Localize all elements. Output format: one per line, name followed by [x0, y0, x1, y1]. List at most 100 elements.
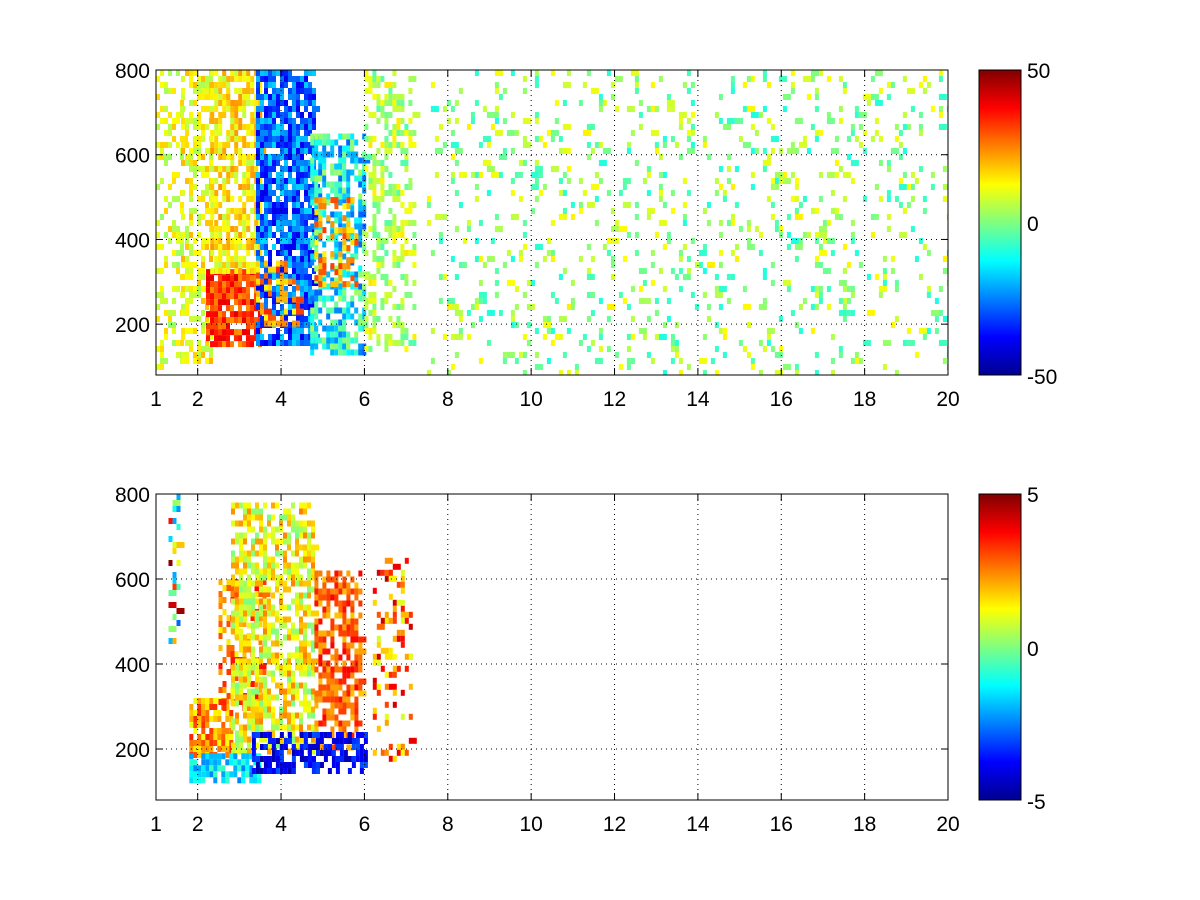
heatmap-cell [300, 142, 304, 148]
heatmap-cell [362, 295, 367, 302]
heatmap-cell [238, 268, 243, 274]
heatmap-cell [622, 184, 627, 190]
heatmap-cell [218, 591, 223, 597]
heatmap-cell [718, 184, 723, 190]
heatmap-cell [231, 598, 235, 605]
heatmap-cell [346, 175, 351, 182]
heatmap-cell [674, 142, 679, 148]
heatmap-cell [342, 319, 347, 326]
heatmap-cell [314, 313, 319, 320]
heatmap-cell [318, 570, 323, 577]
heatmap-cell [259, 514, 263, 521]
heatmap-cell [322, 636, 327, 643]
heatmap-cell [798, 328, 803, 334]
heatmap-cell [926, 286, 931, 292]
heatmap-cell [259, 706, 263, 713]
heatmap-cell [268, 190, 272, 196]
heatmap-cell [334, 588, 339, 595]
heatmap-cell [299, 682, 303, 689]
heatmap-cell [630, 286, 635, 292]
heatmap-cell [408, 292, 413, 298]
heatmap-cell [942, 316, 948, 322]
heatmap-cell [201, 190, 209, 196]
heatmap-cell [201, 214, 205, 220]
heatmap-cell [522, 118, 531, 124]
heatmap-cell [874, 214, 879, 220]
heatmap-cell [335, 762, 340, 768]
heatmap-cell [230, 160, 235, 166]
heatmap-cell [814, 238, 819, 244]
heatmap-cell [260, 292, 264, 298]
heatmap-cell [231, 688, 235, 695]
heatmap-cell [280, 136, 284, 142]
heatmap-cell [197, 746, 202, 752]
heatmap-cell [606, 190, 611, 196]
heatmap-cell [185, 286, 189, 292]
heatmap-cell [160, 106, 164, 112]
heatmap-cell [358, 295, 363, 302]
heatmap-cell [172, 220, 176, 226]
heatmap-cell [646, 352, 651, 358]
heatmap-cell [251, 750, 256, 756]
heatmap-cell [295, 694, 299, 701]
heatmap-cell [168, 142, 172, 148]
heatmap-cell [300, 202, 304, 208]
heatmap-cell [794, 178, 799, 184]
heatmap-cell [384, 94, 389, 100]
heatmap-cell [364, 106, 369, 112]
heatmap-cell [264, 106, 268, 112]
heatmap-cell [408, 623, 413, 630]
heatmap-cell [218, 232, 223, 238]
heatmap-cell [283, 670, 287, 677]
heatmap-cell [205, 340, 209, 346]
heatmap-cell [242, 70, 247, 76]
heatmap-cell [522, 88, 527, 94]
heatmap-cell [288, 292, 292, 298]
heatmap-cell [686, 118, 691, 124]
heatmap-cell [326, 660, 331, 667]
heatmap-cell [350, 169, 355, 176]
heatmap-cell [231, 556, 235, 563]
heatmap-cell [322, 163, 327, 170]
heatmap-cell [234, 238, 243, 244]
heatmap-cell [268, 220, 272, 226]
heatmap-cell [396, 232, 401, 238]
heatmap-cell [239, 556, 243, 563]
heatmap-cell [238, 699, 243, 705]
heatmap-cell [322, 257, 327, 264]
heatmap-cell [330, 229, 335, 236]
heatmap-cell [260, 160, 264, 166]
heatmap-cell [790, 70, 795, 76]
heatmap-cell [258, 663, 267, 669]
heatmap-cell [550, 130, 559, 136]
heatmap-cell [268, 82, 272, 88]
heatmap-cell [355, 744, 360, 750]
heatmap-cell [372, 707, 377, 714]
heatmap-cell [662, 202, 667, 208]
heatmap-cell [250, 341, 254, 348]
heatmap-cell [319, 732, 324, 738]
heatmap-cell [268, 290, 272, 297]
heatmap-cell [750, 184, 755, 190]
heatmap-cell [454, 160, 459, 166]
heatmap-cell [782, 106, 787, 112]
heatmap-cell [279, 520, 283, 527]
heatmap-cell [634, 202, 639, 208]
heatmap-cell [358, 720, 363, 727]
heatmap-cell [412, 130, 417, 136]
heatmap-cell [362, 169, 367, 176]
heatmap-cell [458, 316, 463, 322]
heatmap-cell [842, 244, 847, 250]
heatmap-cell [358, 678, 367, 685]
heatmap-cell [251, 724, 255, 731]
heatmap-cell [546, 328, 551, 334]
heatmap-cell [758, 250, 763, 256]
heatmap-cell [256, 250, 260, 256]
heatmap-cell [850, 130, 855, 136]
heatmap-cell [268, 178, 272, 184]
x-axis-ticks: 1 2 4 6 8 10 12 14 16 18 20 [150, 70, 960, 411]
heatmap-cell [362, 151, 367, 158]
heatmap-cell [226, 166, 231, 172]
heatmap-cell [280, 124, 284, 130]
heatmap-cell [342, 337, 347, 344]
